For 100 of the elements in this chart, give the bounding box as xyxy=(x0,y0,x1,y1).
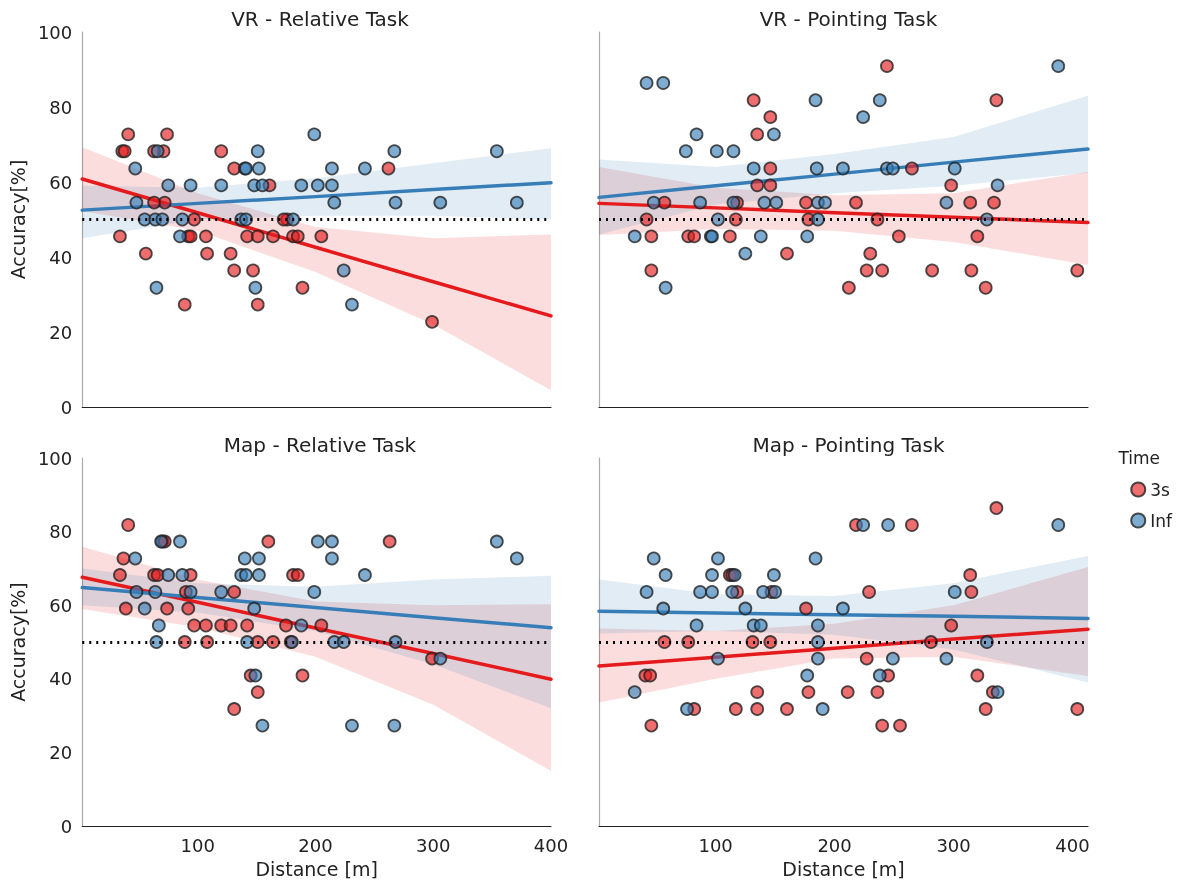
x-tick-label: 100 xyxy=(180,834,215,856)
point xyxy=(811,212,825,227)
point xyxy=(214,144,229,159)
point xyxy=(129,585,144,599)
point xyxy=(767,127,781,142)
point xyxy=(358,161,372,176)
point xyxy=(763,110,778,125)
point xyxy=(711,212,725,227)
point xyxy=(905,518,919,532)
point xyxy=(183,178,198,193)
point xyxy=(1070,263,1085,278)
point xyxy=(387,144,402,159)
point xyxy=(187,212,202,227)
point xyxy=(711,651,725,666)
point xyxy=(863,246,878,261)
point xyxy=(1070,702,1085,716)
line-series xyxy=(80,585,553,630)
y-tick-label: 80 xyxy=(49,521,73,543)
point xyxy=(286,212,300,227)
point xyxy=(252,568,266,582)
point xyxy=(753,229,768,244)
point xyxy=(118,601,133,616)
point xyxy=(345,297,359,312)
point xyxy=(811,651,825,666)
point xyxy=(818,195,832,210)
x-tick-label: 100 xyxy=(698,834,733,856)
y-tick-label: 20 xyxy=(49,321,73,343)
point xyxy=(627,685,642,700)
point xyxy=(183,585,198,599)
point xyxy=(811,618,825,633)
point xyxy=(240,618,255,633)
point xyxy=(678,144,693,159)
y-tick-label: 0 xyxy=(60,815,73,837)
point xyxy=(295,280,310,295)
point xyxy=(841,280,856,295)
point xyxy=(113,229,127,244)
point xyxy=(327,195,342,210)
point xyxy=(177,297,192,312)
point xyxy=(290,568,305,582)
y-tick-label: 60 xyxy=(49,171,73,193)
point xyxy=(689,127,704,142)
point xyxy=(643,668,658,683)
point xyxy=(266,635,280,649)
point xyxy=(160,127,174,142)
point xyxy=(627,229,642,244)
point xyxy=(746,93,761,108)
point xyxy=(756,585,771,599)
chart-title: VR - Relative Task xyxy=(231,7,410,31)
chart-title: Map - Relative Task xyxy=(223,433,417,457)
point xyxy=(325,551,339,566)
point xyxy=(200,246,214,261)
point xyxy=(199,618,213,633)
point xyxy=(990,178,1005,193)
point xyxy=(870,685,885,700)
point xyxy=(709,144,724,159)
point xyxy=(705,585,719,599)
point xyxy=(978,702,993,716)
point xyxy=(726,195,741,210)
point xyxy=(859,651,874,666)
point xyxy=(246,263,260,278)
point xyxy=(989,501,1004,515)
point xyxy=(656,601,671,616)
line-series xyxy=(80,575,553,681)
y-tick-label: 100 xyxy=(37,21,73,43)
point xyxy=(925,263,940,278)
point xyxy=(693,195,708,210)
point xyxy=(964,585,979,599)
point xyxy=(815,702,830,716)
point xyxy=(294,178,309,193)
point xyxy=(237,551,252,566)
point xyxy=(722,229,737,244)
point xyxy=(325,161,339,176)
point xyxy=(808,93,823,108)
point xyxy=(799,601,813,616)
point xyxy=(137,601,152,616)
point xyxy=(799,195,813,210)
point xyxy=(173,534,187,549)
legend-label: 3s xyxy=(1150,479,1171,500)
point xyxy=(239,568,253,582)
point xyxy=(963,195,978,210)
point xyxy=(382,534,397,549)
point xyxy=(780,702,794,716)
point xyxy=(753,618,768,633)
point xyxy=(987,195,1001,210)
point xyxy=(266,229,280,244)
x-axis-title: Distance [m] xyxy=(255,857,378,880)
x-axis-title: Distance [m] xyxy=(782,857,905,880)
point xyxy=(768,585,782,599)
y-tick-label: 80 xyxy=(49,96,73,118)
point xyxy=(187,618,202,633)
point xyxy=(725,585,740,599)
point xyxy=(809,161,824,176)
y-tick-label: 40 xyxy=(49,246,73,268)
point xyxy=(875,718,890,733)
point xyxy=(862,585,876,599)
point xyxy=(693,585,708,599)
point xyxy=(939,651,954,666)
x-tick-label: 200 xyxy=(298,834,333,856)
point xyxy=(658,280,673,295)
point xyxy=(859,263,874,278)
